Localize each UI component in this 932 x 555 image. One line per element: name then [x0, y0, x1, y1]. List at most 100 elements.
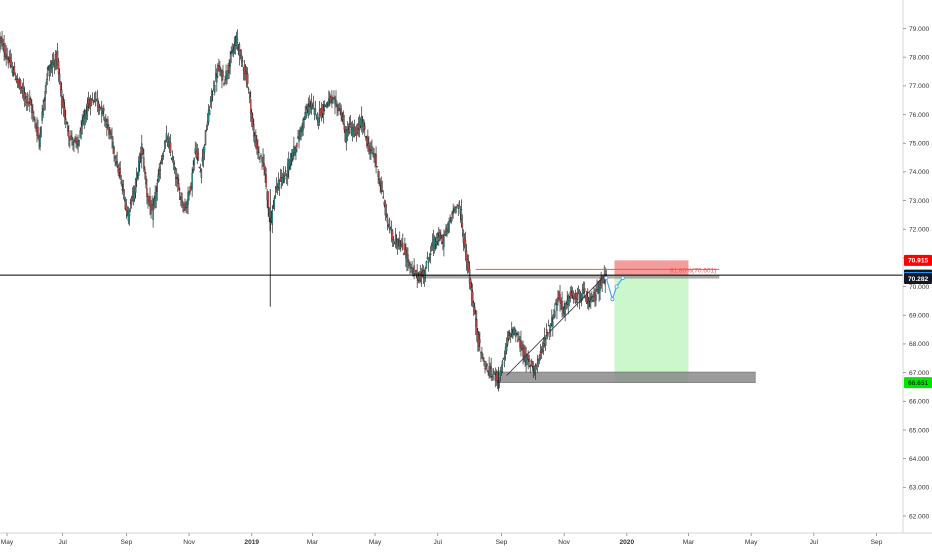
candle-body-down	[394, 235, 397, 245]
trendline[interactable]	[506, 278, 603, 376]
candle-body-down	[244, 71, 247, 74]
candle	[1, 30, 3, 47]
candle	[51, 53, 54, 77]
candle-body-down	[19, 80, 22, 90]
candle	[206, 113, 209, 130]
candle-body-up	[65, 118, 67, 121]
candle-body-up	[537, 359, 540, 361]
candle	[67, 121, 69, 137]
candle	[98, 104, 101, 115]
candle-body-up	[595, 294, 597, 301]
candle	[550, 323, 552, 338]
candle-body-down	[105, 118, 107, 122]
candle-body-down	[464, 240, 467, 253]
candle	[139, 152, 141, 172]
candle	[460, 199, 463, 228]
candle-body-down	[467, 262, 470, 273]
candle-body-up	[516, 333, 518, 335]
candle	[381, 180, 383, 193]
candle	[137, 156, 140, 180]
candle	[182, 200, 184, 213]
candle	[210, 88, 213, 110]
candle	[398, 231, 401, 250]
candle-body-up	[311, 107, 314, 110]
candle-body-down	[559, 293, 561, 303]
candle	[305, 103, 307, 119]
candle	[541, 341, 544, 354]
candle	[307, 97, 309, 119]
candle	[452, 203, 454, 219]
projection-point[interactable]	[610, 297, 615, 302]
candle-body-down	[364, 125, 366, 130]
candle-body-up	[589, 298, 591, 302]
candle	[120, 175, 122, 187]
candle	[342, 110, 344, 125]
candle-body-down	[407, 254, 409, 262]
candle	[349, 114, 352, 129]
candle	[41, 104, 43, 124]
candle-body-down	[529, 365, 531, 367]
candle-body-down	[31, 105, 33, 113]
projection-path[interactable]	[605, 277, 624, 302]
candle	[164, 139, 167, 149]
x-tick-label: May	[369, 539, 382, 546]
projection-point[interactable]	[620, 275, 625, 280]
candle-body-down	[396, 239, 399, 247]
candle	[554, 302, 556, 319]
candle-body-up	[187, 192, 189, 206]
candle-body-down	[600, 280, 602, 286]
candle-body-down	[455, 206, 457, 208]
time-axis[interactable]: May Jul Sep Nov 2019 Mar May Jul Sep Nov 2020 Mar Ma…	[0, 532, 932, 546]
candle	[378, 171, 380, 187]
candle-body-down	[181, 193, 183, 203]
candle-body-up	[512, 332, 514, 338]
candle-body-up	[204, 130, 207, 146]
candle	[111, 127, 113, 149]
candle	[78, 139, 80, 147]
candle-body-up	[39, 133, 41, 147]
candle	[112, 136, 114, 155]
candle-body-up	[389, 227, 392, 231]
candle	[94, 91, 97, 107]
x-tick-label: May	[1, 539, 14, 546]
candle-body-down	[388, 219, 391, 230]
x-tick-label: May	[745, 539, 758, 546]
candle-body-down	[17, 78, 20, 84]
candle-body-down	[59, 81, 62, 91]
candle	[160, 155, 163, 165]
candle-body-up	[564, 303, 566, 315]
projection-point[interactable]	[614, 284, 619, 289]
candle-body-down	[316, 113, 319, 121]
candle-body-down	[368, 145, 370, 152]
candle-body-down	[143, 157, 145, 169]
candle-body-up	[491, 376, 493, 378]
candle	[187, 186, 189, 215]
candle	[467, 254, 470, 273]
candle-body-up	[448, 221, 450, 233]
candle	[153, 195, 155, 210]
candle-body-down	[380, 181, 382, 192]
candle-body-down	[333, 97, 335, 99]
candle	[340, 104, 342, 122]
candle	[211, 90, 214, 102]
candle	[128, 208, 131, 226]
candle-body-down	[262, 157, 264, 163]
candle	[367, 129, 369, 152]
candle	[542, 337, 545, 355]
candle-body-down	[125, 204, 128, 212]
candle	[492, 368, 494, 381]
candle-body-up	[412, 269, 414, 276]
candle	[348, 116, 351, 135]
candle	[184, 198, 186, 211]
candle-body-up	[133, 188, 136, 200]
candle	[110, 129, 112, 139]
candle-body-down	[378, 178, 380, 181]
candle-body-up	[457, 207, 460, 209]
candle-body-down	[75, 137, 77, 144]
candle-body-up	[164, 140, 167, 143]
candle-body-down	[251, 111, 253, 119]
candle	[518, 331, 520, 340]
projection-point[interactable]	[604, 275, 609, 280]
